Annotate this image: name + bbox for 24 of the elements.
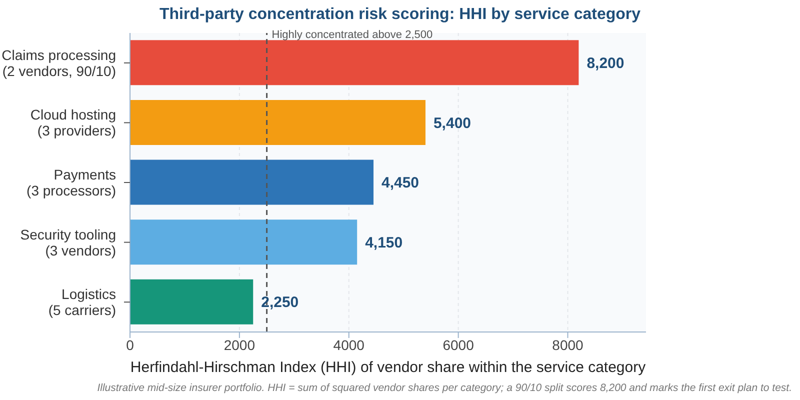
bar [130, 100, 426, 145]
data-label: 5,400 [433, 114, 472, 132]
bar [130, 160, 374, 205]
ref-line-label: Highly concentrated above 2,500 [272, 28, 433, 41]
x-axis-title: Herfindahl-Hirschman Index (HHI) of vendor share within the service category [130, 359, 646, 376]
y-tick-label: Security tooling (3 vendors) [20, 226, 116, 258]
text: Illustrative mid-size insurer portfolio. HHI = sum of squared vendor shares per category; a 90/10 split scores 8,200 and marks the first exit plan to test. [97, 382, 792, 394]
x-tick-label: 0 [126, 336, 134, 353]
data-label: 4,150 [365, 234, 403, 252]
x-tick-label: 2000 [224, 336, 256, 353]
bar [130, 220, 358, 265]
bar [130, 279, 254, 324]
y-tick-label: Claims processing (2 vendors, 90/10) [2, 46, 116, 79]
data-label: 2,250 [261, 294, 299, 312]
x-tick-label: 6000 [442, 336, 474, 353]
bar [130, 40, 579, 86]
y-tick-label: Logistics (5 carriers) [48, 286, 116, 318]
y-tick-label: Payments (3 processors) [26, 166, 116, 198]
x-tick-label: 4000 [333, 336, 365, 353]
data-label: 4,450 [382, 174, 420, 192]
x-tick-label: 8000 [552, 336, 584, 353]
data-label: 8,200 [586, 55, 624, 72]
chart-title: Third-party concentration risk scoring: HHI by service category [158, 6, 642, 24]
y-tick-label: Cloud hosting (3 providers) [30, 106, 116, 139]
